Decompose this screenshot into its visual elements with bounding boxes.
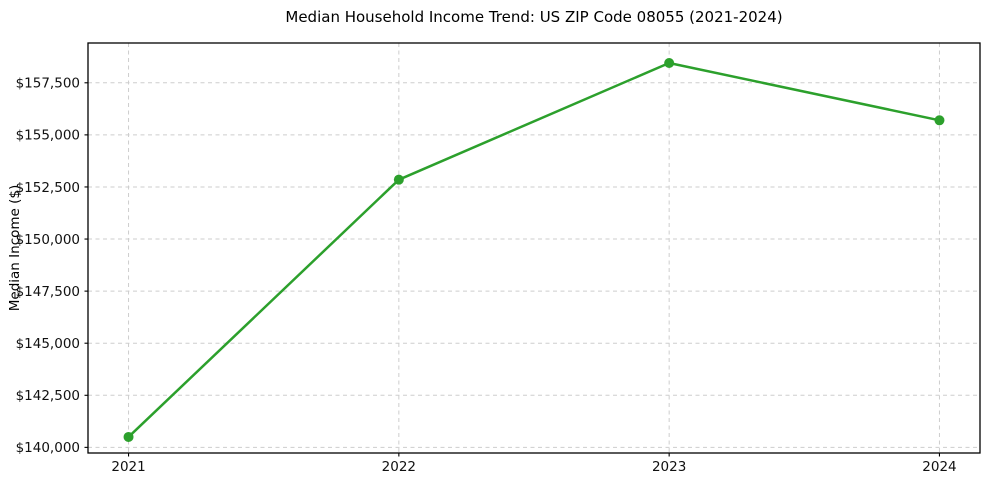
x-tick-label: 2023 bbox=[652, 459, 686, 475]
chart-title: Median Household Income Trend: US ZIP Co… bbox=[285, 8, 783, 26]
y-tick-label: $142,500 bbox=[16, 388, 80, 404]
x-tick-label: 2021 bbox=[111, 459, 145, 475]
y-tick-label: $157,500 bbox=[16, 76, 80, 92]
trend-line bbox=[127, 61, 941, 439]
y-tick-label: $140,000 bbox=[16, 440, 80, 456]
x-tick-label: 2022 bbox=[382, 459, 416, 475]
data-point-2023 bbox=[664, 58, 675, 68]
data-point-2022 bbox=[393, 174, 404, 185]
y-tick-label: $150,000 bbox=[16, 232, 80, 248]
y-tick-label: $147,500 bbox=[16, 284, 80, 300]
x-tick-label: 2024 bbox=[922, 459, 956, 475]
y-tick-label: $155,000 bbox=[16, 128, 80, 144]
data-point-2021 bbox=[123, 431, 134, 442]
plot-border bbox=[87, 42, 981, 454]
y-tick-label: $145,000 bbox=[16, 336, 80, 352]
y-tick-label: $152,500 bbox=[16, 180, 80, 196]
data-point-2024 bbox=[934, 115, 945, 126]
